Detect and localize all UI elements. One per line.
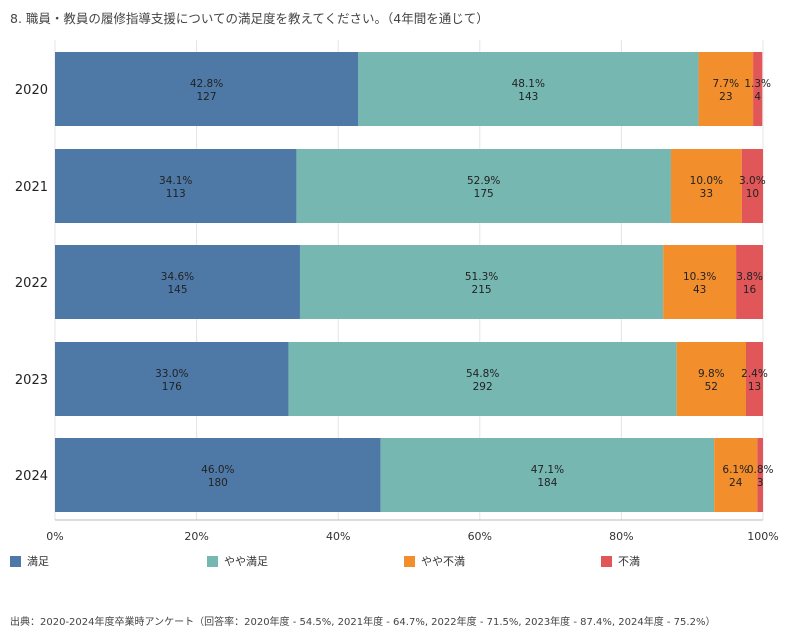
stacked-bar-chart: 2020 42.8%127 48.1%143 7.7%23 1.3%4 2021 34.1%…: [15, 40, 779, 543]
data-label-percent: 9.8%: [698, 368, 725, 380]
legend-label: やや満足: [224, 555, 268, 568]
bar-segment: [670, 149, 742, 223]
legend-label: やや不満: [421, 555, 465, 568]
data-label-count: 52: [705, 381, 718, 393]
data-label-count: 24: [729, 477, 743, 489]
data-label-percent: 0.8%: [747, 464, 774, 476]
bar-segment: [753, 52, 763, 126]
bar-segment: [746, 342, 763, 416]
data-label-count: 145: [167, 284, 187, 296]
category-label: 2024: [15, 469, 48, 484]
bar-segment: [55, 149, 297, 223]
data-label-count: 16: [743, 284, 757, 296]
data-label-percent: 34.1%: [159, 175, 192, 187]
legend-item: やや不満: [404, 553, 465, 569]
bar-segment: [676, 342, 747, 416]
data-label-count: 184: [537, 477, 557, 489]
category-label: 2022: [15, 276, 48, 291]
data-label-count: 23: [719, 91, 732, 103]
data-label-percent: 51.3%: [465, 271, 498, 283]
bar-segment: [380, 438, 715, 512]
chart-title: 8. 職員・教員の履修指導支援についての満足度を教えてください。（4年間を通じて…: [10, 11, 489, 26]
data-label-count: 10: [746, 188, 759, 200]
data-label-count: 143: [518, 91, 538, 103]
bar-segment: [698, 52, 754, 126]
legend-swatch: [404, 555, 415, 567]
x-tick-label: 60%: [468, 530, 492, 543]
x-tick-label: 40%: [326, 530, 350, 543]
x-tick-label: 20%: [184, 530, 208, 543]
bar-segment: [663, 245, 737, 319]
data-label-percent: 33.0%: [155, 368, 188, 380]
data-label-count: 33: [700, 188, 713, 200]
data-label-percent: 48.1%: [512, 78, 545, 90]
data-label-percent: 34.6%: [161, 271, 194, 283]
legend-item: 不満: [601, 553, 640, 569]
bar-segment: [736, 245, 763, 319]
bar-segment: [358, 52, 699, 126]
bar-segment: [55, 245, 300, 319]
data-label-percent: 3.0%: [739, 175, 766, 187]
legend-item: 満足: [10, 553, 49, 569]
bar-segment: [757, 438, 763, 512]
category-label: 2021: [15, 180, 48, 195]
data-label-count: 113: [166, 188, 186, 200]
bar-segment: [55, 52, 359, 126]
category-label: 2023: [15, 373, 48, 388]
legend-item: やや満足: [207, 553, 268, 569]
bar-segment: [288, 342, 677, 416]
data-label-percent: 6.1%: [722, 464, 749, 476]
legend: 満足 やや満足 やや不満 不満: [10, 553, 790, 571]
data-label-count: 215: [472, 284, 492, 296]
data-label-count: 175: [474, 188, 494, 200]
bar-segment: [296, 149, 671, 223]
source-note: 出典：2020-2024年度卒業時アンケート（回答率：2020年度 - 54.5…: [10, 617, 716, 628]
data-label-percent: 47.1%: [531, 464, 564, 476]
x-tick-label: 100%: [747, 530, 778, 543]
data-label-percent: 10.3%: [683, 271, 716, 283]
bar-segment: [714, 438, 758, 512]
data-label-count: 4: [754, 91, 761, 103]
data-label-percent: 3.8%: [736, 271, 763, 283]
data-label-percent: 52.9%: [467, 175, 500, 187]
data-label-percent: 10.0%: [690, 175, 723, 187]
data-label-percent: 2.4%: [741, 368, 768, 380]
category-label: 2020: [15, 83, 48, 98]
data-label-percent: 7.7%: [712, 78, 739, 90]
data-label-percent: 46.0%: [201, 464, 234, 476]
data-label-count: 292: [473, 381, 493, 393]
x-tick-label: 80%: [609, 530, 633, 543]
data-label-count: 180: [208, 477, 228, 489]
data-label-percent: 1.3%: [744, 78, 771, 90]
x-tick-label: 0%: [46, 530, 63, 543]
bar-segment: [741, 149, 763, 223]
bar-segment: [299, 245, 664, 319]
data-label-percent: 54.8%: [466, 368, 499, 380]
legend-label: 不満: [618, 555, 640, 568]
legend-swatch: [601, 555, 612, 567]
legend-label: 満足: [27, 555, 49, 568]
data-label-percent: 42.8%: [190, 78, 223, 90]
bar-segment: [55, 438, 381, 512]
data-label-count: 3: [757, 477, 764, 489]
data-label-count: 43: [693, 284, 706, 296]
legend-swatch: [10, 555, 21, 567]
bar-segment: [55, 342, 289, 416]
data-label-count: 13: [748, 381, 761, 393]
legend-swatch: [207, 555, 218, 567]
data-label-count: 176: [162, 381, 182, 393]
data-label-count: 127: [196, 91, 216, 103]
